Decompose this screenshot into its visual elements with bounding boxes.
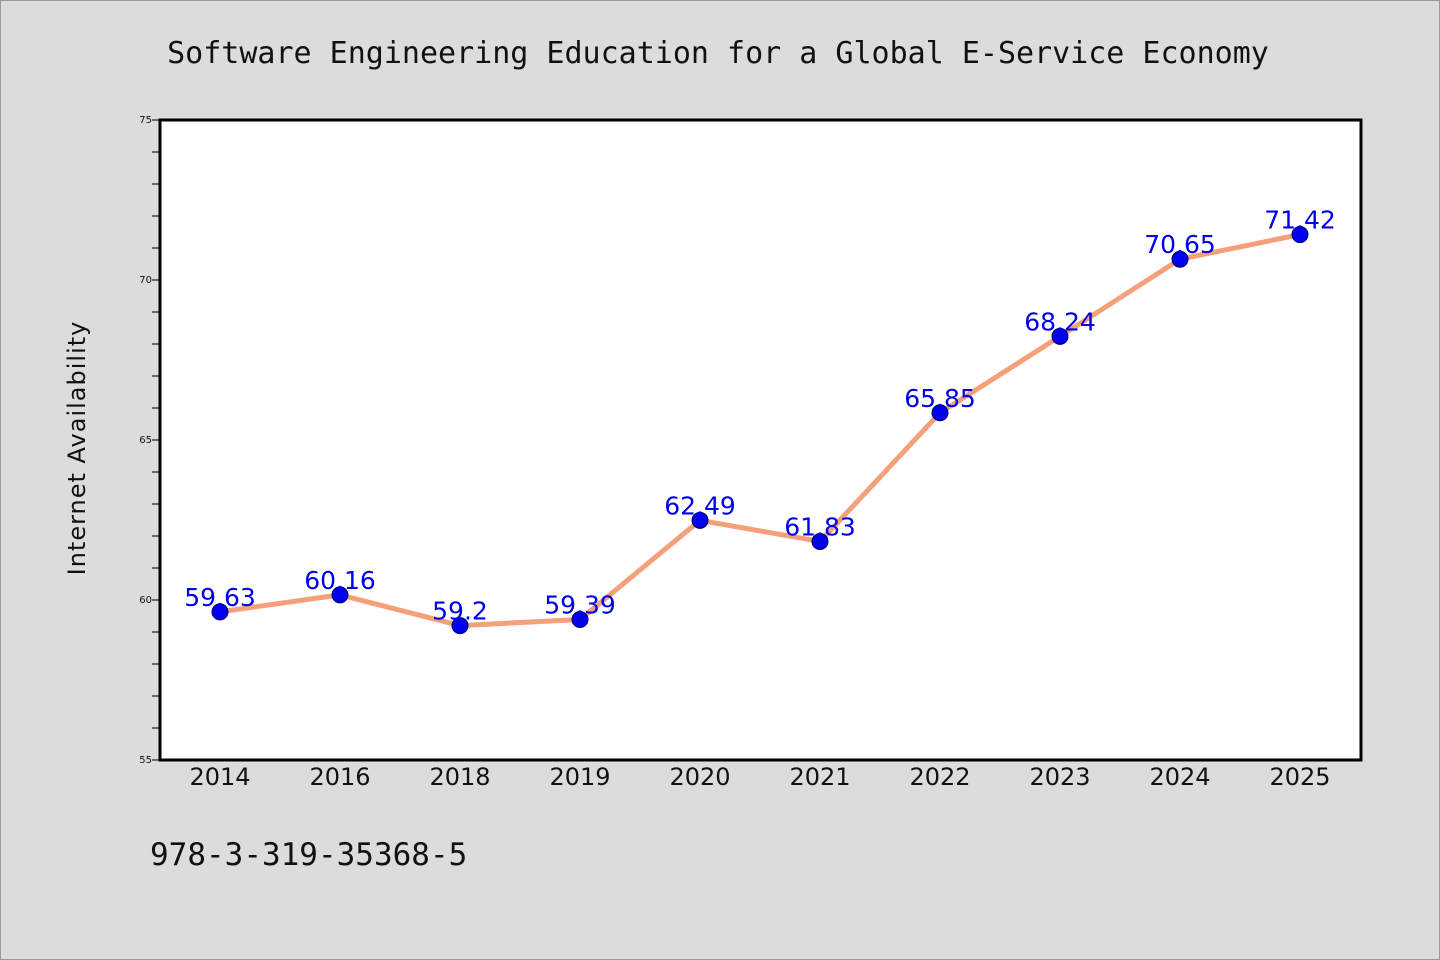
plot-area [158,118,1363,762]
data-label: 60.16 [304,566,376,595]
x-tick-label: 2019 [549,763,610,791]
data-label: 59.2 [432,597,488,626]
data-points [211,226,1309,635]
data-point [1291,226,1309,244]
data-label: 59.63 [184,583,256,612]
chart-title: Software Engineering Education for a Glo… [167,36,1269,71]
data-point [1051,327,1069,345]
x-tick-label: 2018 [429,763,490,791]
data-labels: 59.63 60.16 59.2 59.39 62.49 61.83 65.85 68.24 7… [184,206,1336,626]
data-point [1171,250,1189,268]
data-label: 71.42 [1264,206,1336,235]
data-label: 70.65 [1144,230,1216,259]
y-tick-label: 75 [139,115,152,126]
data-point [571,611,589,629]
data-point [811,532,829,550]
data-label: 61.83 [784,512,856,541]
y-tick-label: 65 [139,435,152,446]
data-point [691,511,709,529]
y-minor-ticks [152,151,160,729]
x-tick-label: 2021 [789,763,850,791]
x-tick-label: 2025 [1269,763,1330,791]
y-tick-label: 70 [139,275,152,286]
y-tick-label: 60 [139,595,152,606]
data-point [331,586,349,604]
x-tick-label: 2020 [669,763,730,791]
data-point [451,617,469,635]
data-label: 62.49 [664,491,736,520]
isbn-annotation: 978-3-319-35368-5 [150,837,467,873]
data-label: 65.85 [904,384,976,413]
data-point [211,603,229,621]
x-tick-label: 2014 [189,763,250,791]
x-tick-label: 2024 [1149,763,1210,791]
x-tick-label: 2023 [1029,763,1090,791]
data-label: 59.39 [544,591,616,620]
x-tick-label: 2022 [909,763,970,791]
y-tick-label: 55 [139,755,152,766]
x-axis: 2014 2016 2018 2019 2020 2021 2022 2023 2024 2025 [189,763,1330,791]
series-line [219,232,1301,629]
data-point [931,404,949,422]
data-label: 68.24 [1024,307,1096,336]
y-axis: 55 60 65 70 75 [139,115,160,766]
y-axis-label: Internet Availability [63,321,91,576]
x-tick-label: 2016 [309,763,370,791]
